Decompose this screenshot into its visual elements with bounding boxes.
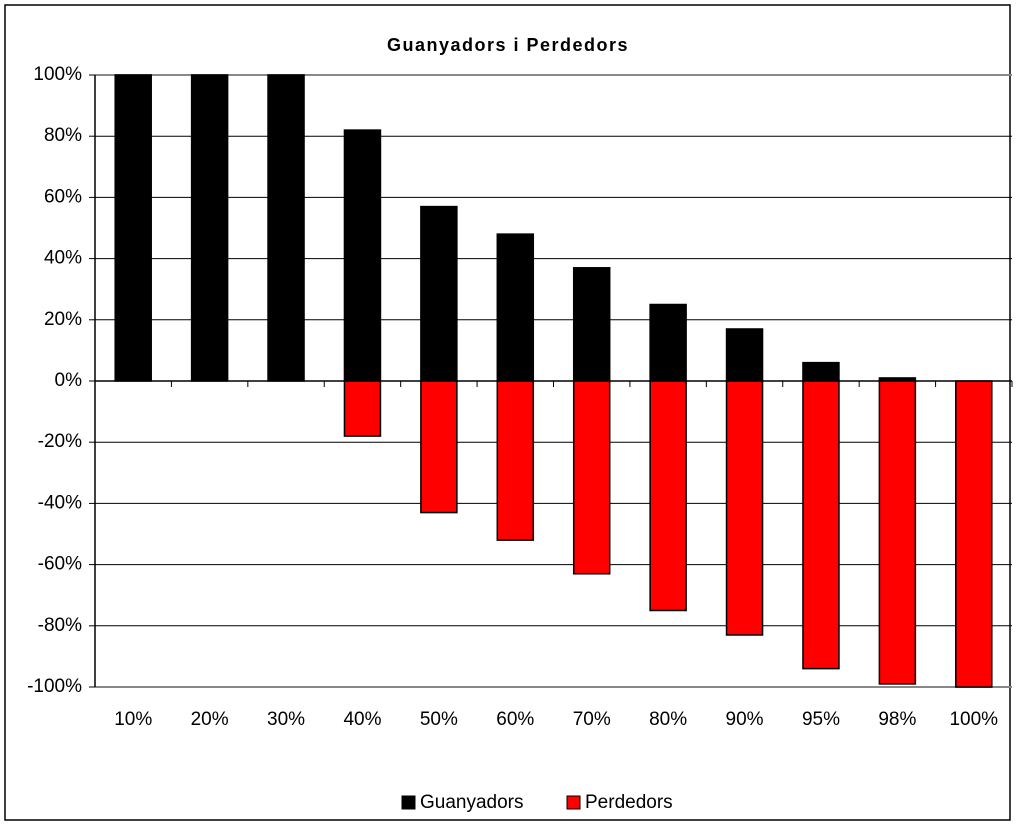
legend-swatch [566,795,581,810]
y-tick-label: -80% [38,615,82,636]
x-tick-label: 98% [878,709,916,730]
y-tick-label: -60% [38,554,82,575]
y-tick-label: 20% [44,309,82,330]
bar [420,380,458,514]
x-tick-label: 60% [496,709,534,730]
bar [802,361,840,382]
bar [572,380,611,575]
x-tick-label: 80% [649,709,687,730]
bar [496,380,535,541]
bar [267,74,305,382]
x-tick-label: 50% [420,709,458,730]
bar [649,380,687,612]
bar [725,328,764,382]
y-tick-label: 60% [44,186,82,207]
y-tick-label: -100% [27,676,82,697]
x-tick-label: 40% [343,709,381,730]
y-tick-label: 0% [55,370,83,391]
legend-label: Guanyadors [420,792,524,813]
bar [343,129,382,382]
bar [572,267,611,382]
bar [420,205,458,382]
bar [496,233,535,382]
x-tick-label: 30% [267,709,305,730]
bar [649,303,687,382]
chart-title: Guanyadors i Perdedors [387,35,629,55]
bar [878,380,917,685]
legend-label: Perdedors [585,792,673,813]
x-tick-label: 20% [191,709,229,730]
bar [114,74,152,382]
y-tick-label: -20% [38,431,82,452]
y-tick-label: 100% [33,64,82,85]
x-tick-label: 90% [726,709,764,730]
bar [190,74,229,382]
bar [725,380,764,636]
x-tick-label: 70% [573,709,611,730]
bar [955,380,993,688]
y-tick-label: -40% [38,492,82,513]
y-tick-label: 80% [44,125,82,146]
bar [802,380,840,670]
legend-swatch [401,795,416,810]
y-tick-label: 40% [44,248,82,269]
x-tick-label: 95% [802,709,840,730]
x-tick-label: 100% [949,709,998,730]
x-tick-label: 10% [114,709,152,730]
bar [343,380,382,437]
